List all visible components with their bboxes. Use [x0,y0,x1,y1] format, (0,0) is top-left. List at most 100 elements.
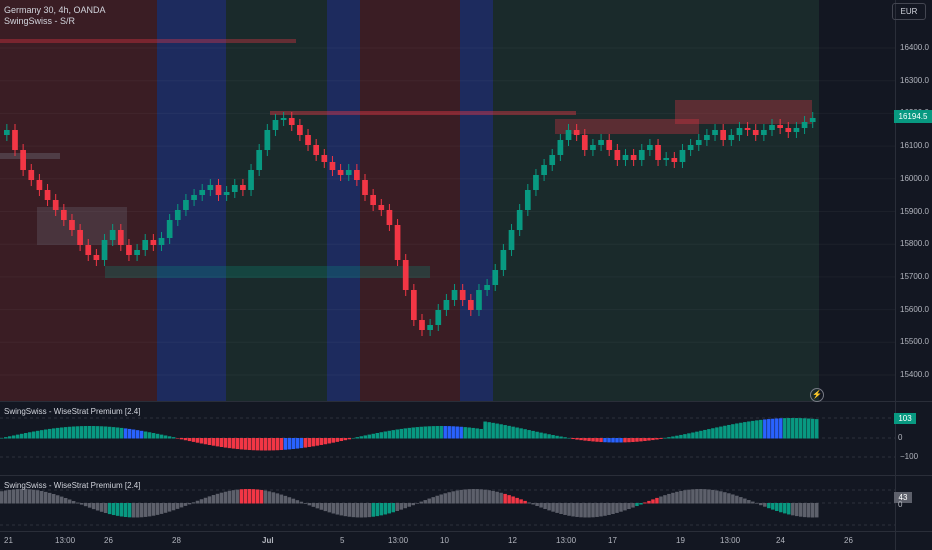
candle-body [427,325,433,330]
candle-body [12,130,18,150]
candle-body [166,220,173,238]
histogram-bar [671,436,675,439]
histogram-bar [35,490,40,504]
candle-body [720,130,727,140]
histogram-bar [187,503,192,505]
histogram-bar [115,427,120,439]
histogram-bar [311,503,316,507]
sr-zone [270,111,576,115]
histogram-bar [107,503,112,515]
histogram-bar [639,503,643,505]
histogram-bar [647,500,651,504]
time-axis[interactable]: 21 13:00 26 28 Jul 5 13:00 10 12 13:00 17 19 13:00 24… [0,534,896,550]
histogram-bar [651,499,655,504]
histogram-bar [679,434,683,439]
histogram-bar [579,503,583,518]
candle-body [183,200,189,210]
candle-body [411,290,417,320]
histogram-bar [279,438,284,451]
candle-body [484,285,490,290]
histogram-bar [631,503,635,508]
candle-body [761,130,767,135]
histogram-bar [51,494,56,504]
histogram-bar [379,432,384,439]
candle-body [370,195,376,205]
histogram-bar [319,438,324,445]
candle-body [402,260,409,290]
histogram-bar [771,418,775,439]
candle-body [663,158,670,160]
time-axis-label: 5 [340,536,345,545]
histogram-bar [419,426,423,439]
histogram-bar [231,490,236,504]
histogram-bar [587,503,591,518]
lightning-icon[interactable]: ⚡ [810,388,824,402]
histogram-bar [731,424,735,439]
candle-body [60,210,67,220]
chart-legend: Germany 30, 4h, OANDA SwingSwiss - S/R [4,5,106,27]
pane2-title[interactable]: SwingSwiss - WiseStrat Premium [2.4] [4,481,141,490]
histogram-bar [663,437,667,439]
candle-body [598,140,604,145]
histogram-bar [743,422,747,439]
histogram-bar [339,503,344,516]
candle-body [36,180,43,190]
histogram-bar [259,438,264,451]
histogram-bar [671,492,675,504]
histogram-bar [559,503,563,514]
histogram-bar [799,418,803,439]
candle-body [158,238,165,245]
histogram-bar [71,426,76,439]
histogram-bar [99,426,104,439]
histogram-bar [535,431,539,439]
histogram-bar [255,438,260,451]
histogram-bar [179,438,184,440]
histogram-bar [47,492,52,504]
candle-body [801,122,808,128]
histogram-bar [287,438,292,450]
histogram-bar [195,500,200,504]
price-axis-label: 16000.0 [900,173,929,183]
histogram-bar [439,426,443,439]
histogram-bar [543,503,547,509]
histogram-bar [207,438,212,446]
histogram-bar [363,435,368,439]
histogram-bar [567,503,571,516]
histogram-bar [723,492,727,504]
histogram-bar [467,427,471,439]
histogram-bar [247,489,252,504]
price-axis[interactable]: 16400.016300.016200.016100.016000.015900… [896,0,932,401]
histogram-bar [751,501,755,504]
histogram-bar [627,438,631,443]
histogram-bar [467,489,471,504]
time-axis-label: 10 [440,536,449,545]
currency-button[interactable]: EUR [892,3,926,20]
histogram-bar [211,438,216,446]
symbol-title[interactable]: Germany 30, 4h, OANDA [4,5,106,15]
histogram-bar [451,426,455,439]
histogram-bar [815,419,819,439]
candle-body [606,140,613,150]
histogram-bar [583,503,587,518]
pane1-title[interactable]: SwingSwiss - WiseStrat Premium [2.4] [4,407,141,416]
histogram-bar [515,427,519,439]
time-axis-label: 26 [844,536,853,545]
candle-body [126,245,132,255]
histogram-bar [243,438,248,450]
histogram-bar [15,489,20,504]
histogram-bar [179,503,184,508]
candle-body [638,150,645,160]
histogram-bar [791,418,795,439]
bear-zone [360,0,460,401]
histogram-bar [639,438,643,442]
indicator-title[interactable]: SwingSwiss - S/R [4,16,76,26]
histogram-bar [631,438,635,442]
candle-body [150,240,157,245]
histogram-bar [547,503,551,511]
candle-body [695,140,702,145]
candle-body [199,190,206,195]
histogram-bar [543,433,547,439]
histogram-bar [247,438,252,451]
histogram-bar [191,502,196,504]
